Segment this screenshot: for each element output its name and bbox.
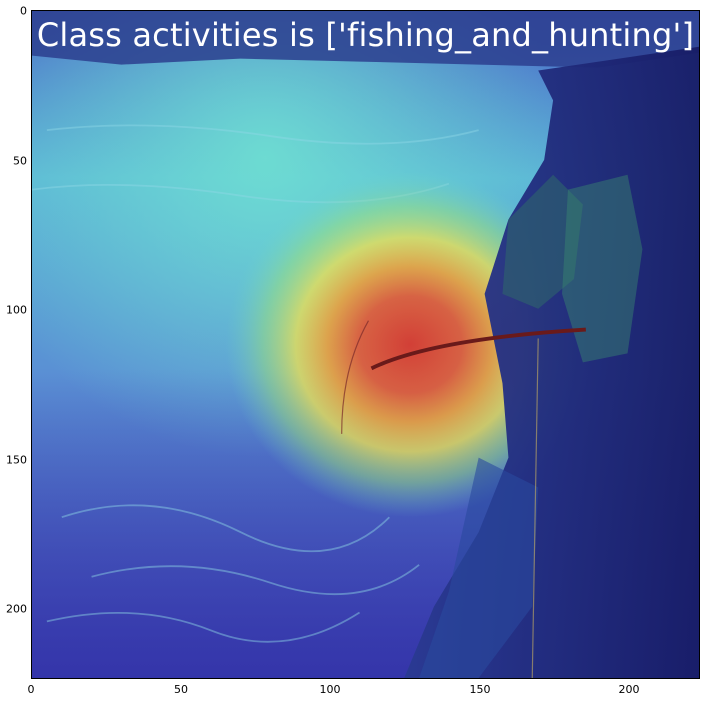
overlay-title: Class activities is ['fishing_and_huntin… <box>36 16 695 54</box>
x-tick-label: 200 <box>618 683 640 696</box>
y-tick-label: 100 <box>6 303 27 317</box>
y-tick-label: 200 <box>6 602 27 616</box>
x-tick-label: 50 <box>174 683 188 696</box>
y-tick-label: 0 <box>20 4 27 18</box>
image-axes: Class activities is ['fishing_and_huntin… <box>31 10 700 679</box>
x-tick-label: 0 <box>27 683 35 696</box>
x-tick-label: 150 <box>469 683 491 696</box>
y-tick-label: 50 <box>13 154 27 168</box>
x-tick-label: 100 <box>319 683 341 696</box>
y-tick-label: 150 <box>6 453 27 467</box>
heatmap-photo <box>32 11 699 678</box>
